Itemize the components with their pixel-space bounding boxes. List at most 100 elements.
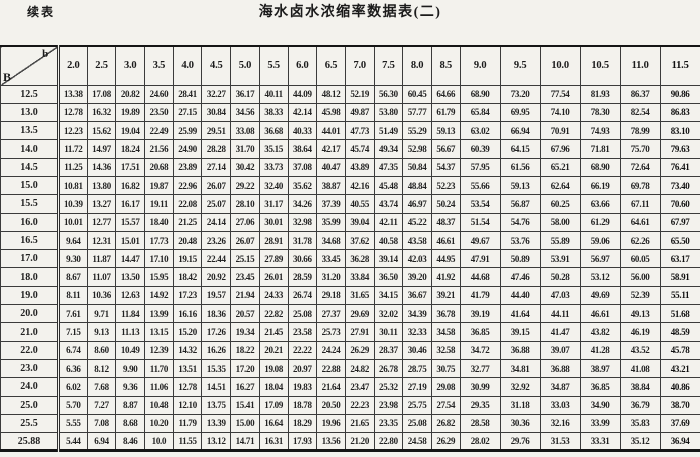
cell: 25.75 [402, 395, 432, 415]
cell: 40.58 [373, 230, 404, 251]
cell: 36.17 [230, 84, 260, 104]
cell: 36.68 [258, 121, 289, 141]
cell: 5.70 [58, 395, 88, 415]
cell: 29.08 [430, 377, 461, 397]
cell: 14.92 [144, 285, 174, 306]
cell: 36.88 [539, 358, 581, 379]
cell: 17.26 [201, 322, 232, 342]
cell: 17.23 [172, 285, 203, 306]
cell: 20.21 [258, 340, 289, 360]
cell: 50.24 [430, 194, 461, 214]
cell: 22.23 [344, 395, 375, 415]
column-header: 7.5 [373, 45, 404, 86]
cell: 10.20 [144, 413, 174, 434]
cell: 34.56 [230, 102, 260, 123]
cell: 15.41 [230, 395, 260, 415]
cell: 17.09 [258, 395, 289, 415]
cell: 7.68 [86, 377, 117, 397]
cell: 30.01 [258, 212, 289, 232]
cell: 7.08 [86, 413, 117, 434]
cell: 63.17 [659, 249, 700, 269]
cell: 11.55 [172, 432, 203, 452]
row-label: 17.0 [0, 249, 60, 269]
column-header: 5.0 [230, 45, 260, 86]
cell: 21.20 [344, 432, 375, 452]
cell: 51.68 [659, 304, 700, 324]
column-header: 8.0 [402, 45, 432, 86]
cell: 10.81 [58, 175, 88, 196]
cell: 44.68 [459, 267, 501, 287]
cell: 52.39 [619, 285, 661, 306]
cell: 45.78 [659, 340, 700, 360]
cell: 34.87 [539, 377, 581, 397]
cell: 19.87 [144, 175, 174, 196]
cell: 90.86 [659, 84, 700, 104]
cell: 11.84 [115, 304, 146, 324]
cell: 38.87 [316, 175, 346, 196]
cell: 16.32 [86, 102, 117, 123]
cell: 27.15 [172, 102, 203, 123]
cell: 18.22 [230, 340, 260, 360]
table-row: 14.0 11.72 14.97 18.24 21.56 24.90 28.28 31.70 3… [0, 139, 700, 159]
cell: 25.07 [201, 194, 232, 214]
cell: 35.99 [316, 212, 346, 232]
cell: 27.89 [258, 249, 289, 269]
table-row: 25.0 5.70 7.27 8.87 10.48 12.10 13.75 15.41 17.0… [0, 395, 700, 415]
data-table: b B 2.0 2.5 3.0 3.5 4.0 4.5 5.0 5.5 6.0 6.5 7.0 7.5… [0, 45, 700, 453]
cell: 56.97 [579, 249, 621, 269]
cell: 32.58 [430, 340, 461, 360]
row-label: 23.0 [0, 358, 60, 379]
cell: 14.32 [172, 340, 203, 360]
cell: 6.36 [58, 358, 88, 379]
cell: 18.78 [287, 395, 318, 415]
cell: 29.35 [459, 395, 501, 415]
cell: 29.76 [499, 432, 541, 452]
cell: 29.22 [230, 175, 260, 196]
cell: 29.18 [316, 285, 346, 306]
cell: 5.44 [58, 432, 88, 452]
cell: 52.98 [402, 139, 432, 159]
table-row: 19.0 8.11 10.36 12.63 14.92 17.23 19.57 21.94 24… [0, 285, 700, 306]
cell: 32.02 [373, 304, 404, 324]
cell: 25.32 [373, 377, 404, 397]
cell: 36.67 [402, 285, 432, 306]
column-header: 2.5 [86, 45, 117, 86]
table-body: 12.5 13.38 17.08 20.82 24.60 28.41 32.27 36.17 4… [0, 84, 700, 452]
cell: 56.87 [499, 194, 541, 214]
cell: 12.78 [172, 377, 203, 397]
cell: 17.08 [86, 84, 117, 104]
cell: 19.11 [144, 194, 174, 214]
cell: 5.55 [58, 413, 88, 434]
cell: 28.10 [230, 194, 260, 214]
cell: 7.61 [58, 304, 88, 324]
cell: 8.68 [115, 413, 146, 434]
cell: 52.19 [344, 84, 375, 104]
cell: 21.64 [316, 377, 346, 397]
row-label: 13.5 [0, 121, 60, 141]
cell: 42.17 [316, 139, 346, 159]
table-row: 15.0 10.81 13.80 16.82 19.87 22.96 26.07 29.22 3… [0, 175, 700, 196]
cell: 36.78 [430, 304, 461, 324]
cell: 13.51 [172, 358, 203, 379]
column-header: 8.5 [430, 45, 461, 86]
cell: 42.03 [402, 249, 432, 269]
cell: 11.06 [144, 377, 174, 397]
cell: 55.89 [539, 230, 581, 251]
cell: 39.19 [459, 304, 501, 324]
cell: 59.13 [430, 121, 461, 141]
cell: 31.20 [316, 267, 346, 287]
cell: 16.27 [230, 377, 260, 397]
corner-B-label: B [3, 69, 11, 84]
cell: 32.27 [201, 84, 232, 104]
cell: 65.84 [459, 102, 501, 123]
cell: 36.85 [459, 322, 501, 342]
cell: 54.37 [430, 157, 461, 177]
cell: 37.69 [659, 413, 700, 434]
table-row: 23.0 6.36 8.12 9.90 11.70 13.51 15.35 17.20 19.0… [0, 358, 700, 379]
cell: 56.30 [373, 84, 404, 104]
column-header: 9.0 [459, 45, 501, 86]
cell: 30.42 [230, 157, 260, 177]
cell: 31.78 [287, 230, 318, 251]
cell: 32.92 [499, 377, 541, 397]
cell: 49.67 [459, 230, 501, 251]
